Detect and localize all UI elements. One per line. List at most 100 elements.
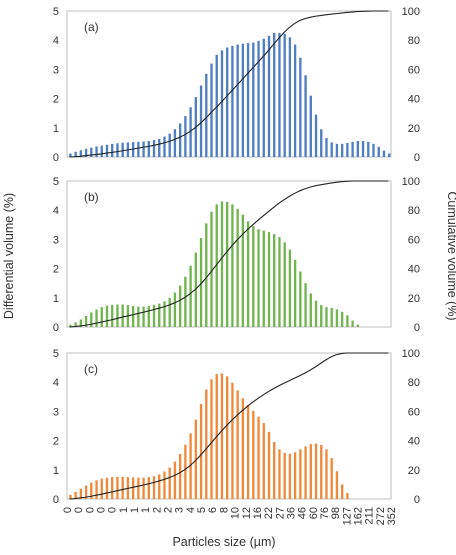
y-right-tick-label: 80	[408, 377, 420, 389]
bar	[262, 230, 265, 327]
bar	[158, 474, 161, 499]
bar	[257, 229, 260, 327]
bar	[84, 315, 88, 327]
x-tick-label: 27	[274, 507, 286, 519]
bar	[226, 47, 229, 157]
bar	[288, 37, 292, 157]
y-right-tick-label: 60	[408, 234, 420, 246]
bar	[100, 478, 103, 499]
bar	[288, 453, 292, 499]
bar	[152, 476, 156, 499]
bar	[210, 63, 213, 158]
x-tick-label: 3	[174, 507, 186, 513]
bar	[105, 477, 109, 499]
bar	[299, 57, 302, 157]
bar	[314, 443, 318, 499]
bar	[231, 382, 234, 499]
bar	[309, 293, 312, 327]
bar	[199, 404, 203, 499]
bar	[226, 376, 229, 499]
bar	[267, 232, 271, 327]
x-tick-label: 2	[151, 507, 163, 513]
x-tick-label: 162	[352, 507, 364, 525]
bar	[220, 50, 224, 157]
plot-frame	[66, 180, 392, 328]
y-right-tick-label: 20	[408, 123, 420, 135]
bar	[137, 141, 140, 157]
plot-frame	[66, 10, 392, 158]
bar	[111, 304, 114, 327]
bar	[283, 242, 286, 327]
bar	[205, 223, 208, 327]
bar	[278, 32, 281, 157]
bar	[252, 226, 255, 327]
x-tick-label: 76	[319, 507, 331, 519]
panel-1: 0 1 2 3 4 5 0 20 40 60 80 100 (a)	[53, 6, 420, 164]
bar	[142, 306, 145, 327]
bar	[95, 146, 98, 157]
bar	[304, 75, 307, 157]
bar	[325, 307, 328, 327]
bar	[184, 276, 187, 327]
bar	[215, 204, 218, 327]
bar	[147, 477, 150, 499]
bar	[84, 485, 88, 499]
bar	[158, 303, 161, 327]
bar	[152, 140, 156, 157]
x-tick-label: 0	[84, 507, 96, 513]
bar	[330, 142, 333, 157]
bar	[330, 458, 333, 499]
bar	[189, 107, 192, 157]
bar	[168, 467, 171, 499]
y-right-tick-label: 60	[408, 406, 420, 418]
y-right-tick-label: 80	[408, 205, 420, 217]
bar	[74, 151, 77, 157]
x-tick-label: 16	[252, 507, 264, 519]
bar	[69, 153, 72, 157]
bar	[325, 138, 328, 157]
bar	[121, 304, 124, 327]
bar	[335, 471, 339, 499]
bar	[340, 311, 344, 327]
bar	[100, 307, 103, 327]
bar	[163, 301, 166, 327]
bar	[90, 312, 93, 327]
bar	[283, 33, 286, 157]
x-tick-label: 352	[386, 507, 398, 525]
bar	[293, 44, 297, 157]
bar	[158, 138, 161, 157]
bar	[267, 431, 271, 499]
bar	[184, 116, 187, 157]
bar	[220, 201, 224, 327]
bar	[372, 143, 375, 157]
bar	[168, 297, 171, 327]
y-left-tick-label: 4	[53, 205, 59, 217]
y-right-tick-label: 20	[408, 465, 420, 477]
bar	[351, 320, 354, 327]
bar	[273, 234, 276, 327]
x-tick-label: 272	[375, 507, 387, 525]
y-right-tick-label: 0	[414, 494, 420, 506]
bar	[246, 404, 250, 499]
x-tick-label: 46	[297, 507, 309, 519]
bar	[335, 143, 339, 157]
bar	[215, 54, 218, 157]
y-right-tick-label: 0	[414, 152, 420, 164]
bar	[173, 129, 177, 157]
bar	[178, 454, 182, 499]
bar	[205, 389, 208, 499]
cumulative-line	[69, 10, 389, 158]
bar	[273, 442, 276, 499]
bar	[340, 484, 344, 499]
bar	[314, 114, 318, 157]
x-tick-label: 60	[308, 507, 320, 519]
y-left-tick-label: 2	[53, 264, 59, 276]
panel-3: 0 1 2 3 4 5 0 20 40 60 80 100 (c)	[53, 348, 420, 506]
x-tick-label: 1	[118, 507, 130, 513]
y-right-tick-label: 0	[414, 322, 420, 334]
bar	[178, 123, 182, 157]
y-left-tick-label: 1	[53, 465, 59, 477]
bar	[340, 143, 344, 157]
y-right-tick-label: 80	[408, 35, 420, 47]
bar	[356, 140, 360, 157]
